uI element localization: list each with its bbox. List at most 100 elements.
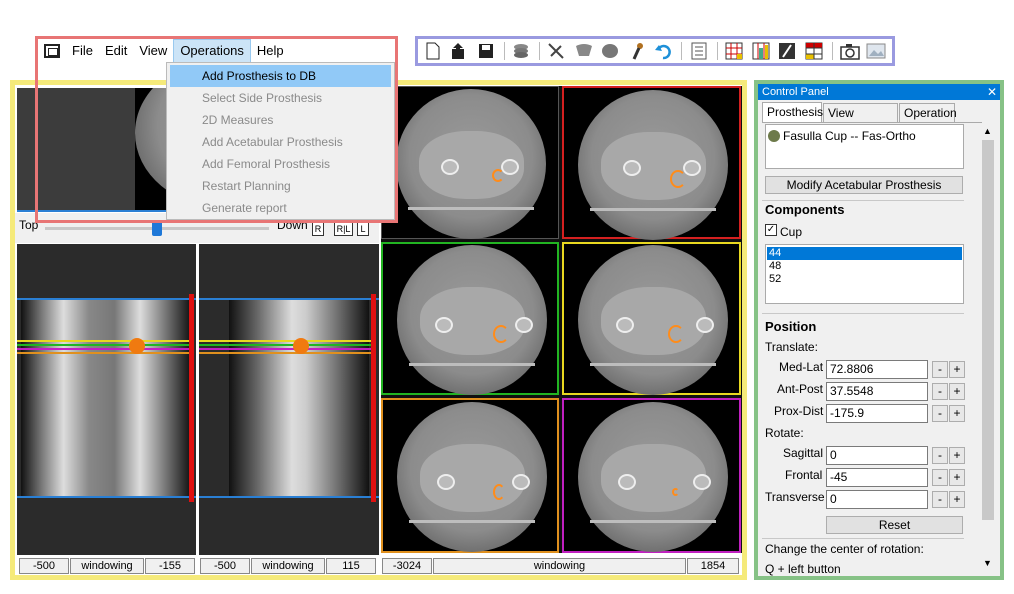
undo-icon[interactable]	[652, 41, 674, 61]
transverse-plus-button[interactable]: +	[949, 491, 965, 508]
cup-size-list[interactable]: 44 48 52	[765, 244, 964, 304]
sagittal-label: Sagittal	[783, 446, 824, 460]
translate-label: Translate:	[765, 340, 818, 354]
menubar: File Edit View Operations Help	[38, 39, 395, 63]
prosthesis-list[interactable]: Fasulla Cup -- Fas-Ortho	[765, 124, 964, 169]
tab-view-settings[interactable]: View settings	[823, 103, 898, 138]
camera-icon[interactable]	[839, 41, 861, 61]
rotate-label: Rotate:	[765, 426, 804, 440]
control-panel-title: Control Panel ✕	[758, 84, 1000, 100]
tab-operation[interactable]: Operation	[899, 103, 957, 122]
size-option-48[interactable]: 48	[769, 260, 782, 272]
new-file-icon[interactable]	[422, 41, 444, 61]
femoral-head-icon[interactable]	[599, 41, 621, 61]
menu-item-add-acetabular-prosthesis[interactable]: Add Acetabular Prosthesis	[202, 135, 343, 149]
ant-post-label: Ant-Post	[777, 382, 824, 396]
stack-icon[interactable]	[511, 41, 533, 61]
toolbar	[418, 39, 892, 63]
close-icon[interactable]: ✕	[986, 85, 997, 99]
measure-icon[interactable]	[546, 41, 568, 61]
reset-button[interactable]: Reset	[826, 516, 963, 534]
cup-checkbox[interactable]: ✓	[765, 224, 777, 236]
prosthesis-list-item[interactable]: Fasulla Cup -- Fas-Ortho	[768, 129, 916, 143]
checklist-icon[interactable]	[688, 41, 710, 61]
control-panel: Control Panel✕ Prosthesis View settings …	[758, 84, 1000, 576]
toolbar-highlight-frame	[415, 36, 895, 66]
ct-slice-1[interactable]	[381, 86, 559, 239]
sagittal-minus-button[interactable]: -	[932, 447, 948, 464]
layout-split-icon[interactable]	[777, 41, 799, 61]
sagittal-plus-button[interactable]: +	[949, 447, 965, 464]
menu-item-generate-report[interactable]: Generate report	[202, 201, 287, 215]
menu-highlight-frame	[35, 36, 398, 223]
prox-dist-minus-button[interactable]: -	[932, 405, 948, 422]
menu-item-add-femoral-prosthesis[interactable]: Add Femoral Prosthesis	[202, 157, 331, 171]
frontal-field[interactable]: -45	[826, 468, 928, 487]
save-icon[interactable]	[475, 41, 497, 61]
ct-slice-6[interactable]	[562, 398, 741, 553]
scroll-thumb[interactable]	[982, 140, 994, 520]
menu-item-select-side-prosthesis[interactable]: Select Side Prosthesis	[202, 91, 323, 105]
ant-post-minus-button[interactable]: -	[932, 383, 948, 400]
control-panel-highlight-frame	[754, 80, 1004, 580]
menu-help[interactable]: Help	[256, 43, 284, 58]
menu-file[interactable]: File	[72, 43, 93, 58]
menu-item-add-prosthesis-to-db[interactable]: Add Prosthesis to DB	[170, 65, 391, 87]
menu-edit[interactable]: Edit	[104, 43, 128, 58]
left-window-min[interactable]: -500	[19, 558, 69, 574]
menu-view[interactable]: View	[139, 43, 168, 58]
right-window-max[interactable]: 1854	[687, 558, 739, 574]
pelvis-icon[interactable]	[573, 41, 595, 61]
med-lat-plus-button[interactable]: +	[949, 361, 965, 378]
scroll-down-icon[interactable]: ▼	[983, 558, 992, 568]
size-option-52[interactable]: 52	[769, 273, 782, 285]
femoral-stem-icon[interactable]	[626, 41, 648, 61]
layout-grid-icon[interactable]	[724, 41, 746, 61]
transverse-field[interactable]: 0	[826, 490, 928, 509]
ct-slice-4[interactable]	[562, 242, 741, 395]
ant-post-plus-button[interactable]: +	[949, 383, 965, 400]
ct-slice-5[interactable]	[381, 398, 559, 553]
center-of-rotation-hint: Q + left button	[765, 562, 841, 576]
prox-dist-plus-button[interactable]: +	[949, 405, 965, 422]
layout-table-icon[interactable]	[803, 41, 825, 61]
ct-slice-3[interactable]	[381, 242, 559, 395]
transverse-label: Transverse	[765, 490, 825, 504]
med-lat-field[interactable]: 72.8806	[826, 360, 928, 379]
lateral-xray-viewport[interactable]	[199, 244, 379, 555]
frontal-minus-button[interactable]: -	[932, 469, 948, 486]
left-window-max[interactable]: -155	[145, 558, 195, 574]
menu-item-restart-planning[interactable]: Restart Planning	[202, 179, 291, 193]
size-option-44[interactable]: 44	[767, 247, 962, 260]
orient-both-button[interactable]: R|L	[334, 222, 353, 236]
app-window-icon	[44, 44, 60, 58]
med-lat-label: Med-Lat	[779, 360, 824, 374]
menu-operations[interactable]: Operations	[173, 39, 251, 63]
frontal-plus-button[interactable]: +	[949, 469, 965, 486]
tab-prosthesis[interactable]: Prosthesis	[762, 102, 823, 123]
frontal-xray-viewport[interactable]	[17, 244, 196, 555]
position-heading: Position	[765, 319, 817, 334]
ant-post-field[interactable]: 37.5548	[826, 382, 928, 401]
orient-right-button[interactable]: R	[312, 222, 324, 236]
mid-window-min[interactable]: -500	[200, 558, 250, 574]
cup-checkbox-label: Cup	[780, 225, 803, 239]
open-icon[interactable]	[449, 41, 471, 61]
med-lat-minus-button[interactable]: -	[932, 361, 948, 378]
frontal-label: Frontal	[785, 468, 823, 482]
sagittal-field[interactable]: 0	[826, 446, 928, 465]
ct-grid	[381, 86, 742, 553]
modify-acetabular-prosthesis-button[interactable]: Modify Acetabular Prosthesis	[765, 176, 963, 194]
ct-slice-2[interactable]	[562, 86, 741, 240]
menu-item-2d-measures[interactable]: 2D Measures	[202, 113, 274, 127]
scroll-up-icon[interactable]: ▲	[983, 126, 992, 136]
transverse-minus-button[interactable]: -	[932, 491, 948, 508]
prox-dist-field[interactable]: -175.9	[826, 404, 928, 423]
slider-handle[interactable]	[152, 220, 162, 236]
layout-columns-icon[interactable]	[750, 41, 772, 61]
image-icon[interactable]	[865, 41, 887, 61]
right-window-min[interactable]: -3024	[382, 558, 432, 574]
orient-left-button[interactable]: L	[357, 222, 369, 236]
control-panel-scrollbar[interactable]: ▲ ▼	[980, 124, 996, 572]
mid-window-max[interactable]: 115	[326, 558, 376, 574]
